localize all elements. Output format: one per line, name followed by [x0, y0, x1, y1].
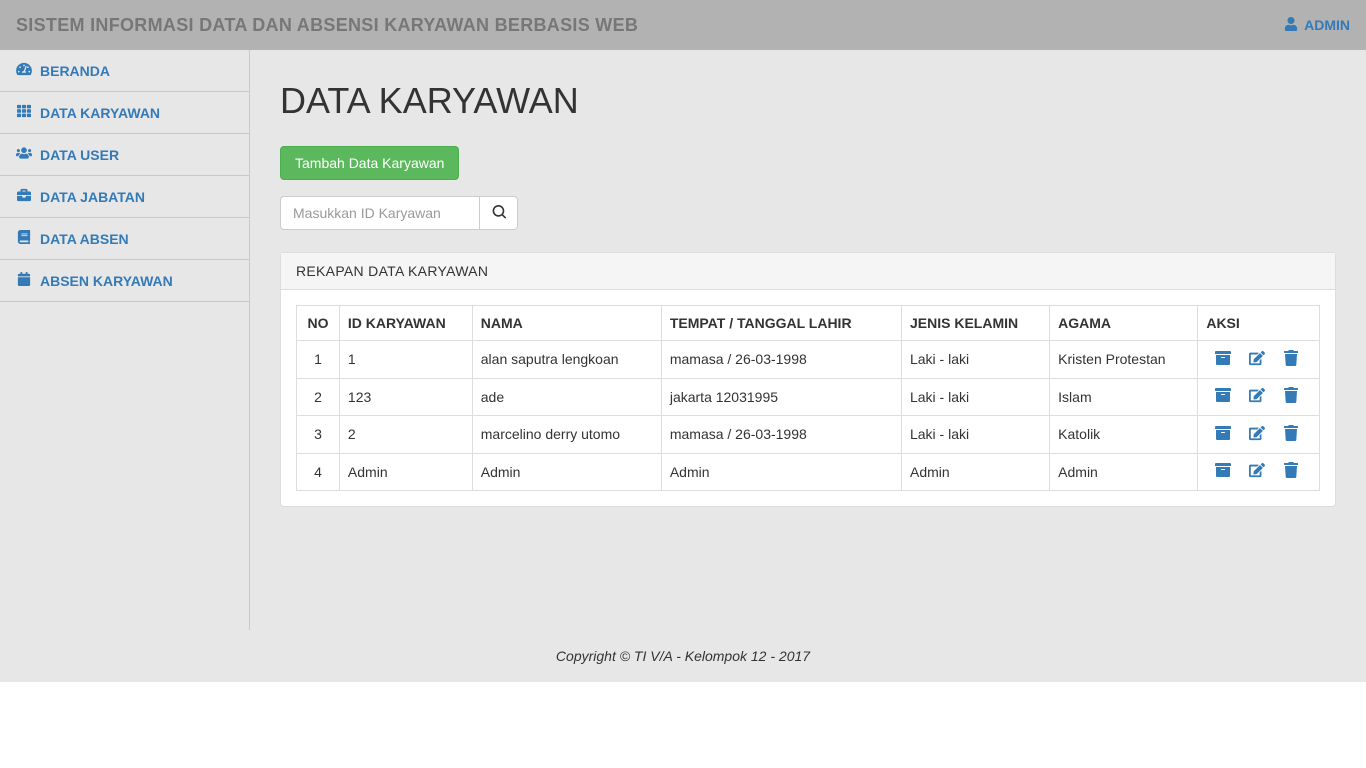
- search-input[interactable]: [280, 196, 480, 230]
- trash-icon: [1283, 425, 1299, 444]
- cell-id: 1: [339, 341, 472, 379]
- cell-ttl: mamasa / 26-03-1998: [661, 341, 901, 379]
- sidebar-item-label: DATA USER: [40, 147, 119, 163]
- cell-jk: Laki - laki: [901, 378, 1049, 416]
- app-title: SISTEM INFORMASI DATA DAN ABSENSI KARYAW…: [16, 15, 638, 36]
- cell-agama: Katolik: [1050, 416, 1198, 454]
- cell-ttl: mamasa / 26-03-1998: [661, 416, 901, 454]
- cell-jk: Laki - laki: [901, 341, 1049, 379]
- cell-nama: marcelino derry utomo: [472, 416, 661, 454]
- cell-nama: alan saputra lengkoan: [472, 341, 661, 379]
- user-icon: [1284, 17, 1298, 34]
- page-title: DATA KARYAWAN: [280, 80, 1336, 122]
- briefcase-icon: [16, 188, 32, 205]
- sidebar-item-data-jabatan[interactable]: DATA JABATAN: [0, 176, 249, 218]
- book-icon: [16, 230, 32, 247]
- panel-title: REKAPAN DATA KARYAWAN: [281, 253, 1335, 290]
- delete-button[interactable]: [1282, 463, 1300, 481]
- cell-no: 2: [297, 378, 340, 416]
- cell-actions: [1198, 341, 1320, 379]
- archive-icon: [1215, 462, 1231, 481]
- col-id: ID KARYAWAN: [339, 306, 472, 341]
- col-no: NO: [297, 306, 340, 341]
- cell-ttl: jakarta 12031995: [661, 378, 901, 416]
- sidebar-item-label: BERANDA: [40, 63, 110, 79]
- search-icon: [492, 205, 506, 222]
- delete-button[interactable]: [1282, 350, 1300, 368]
- view-button[interactable]: [1214, 350, 1232, 368]
- table-row: 2123adejakarta 12031995Laki - lakiIslam: [297, 378, 1320, 416]
- th-icon: [16, 104, 32, 121]
- cell-id: 2: [339, 416, 472, 454]
- archive-icon: [1215, 387, 1231, 406]
- cell-id: 123: [339, 378, 472, 416]
- trash-icon: [1283, 350, 1299, 369]
- sidebar-item-label: DATA KARYAWAN: [40, 105, 160, 121]
- edit-icon: [1249, 350, 1265, 369]
- cell-no: 4: [297, 453, 340, 491]
- edit-button[interactable]: [1248, 463, 1266, 481]
- cell-jk: Laki - laki: [901, 416, 1049, 454]
- cell-agama: Admin: [1050, 453, 1198, 491]
- table-row: 11alan saputra lengkoanmamasa / 26-03-19…: [297, 341, 1320, 379]
- cell-agama: Kristen Protestan: [1050, 341, 1198, 379]
- edit-button[interactable]: [1248, 388, 1266, 406]
- col-jk: JENIS KELAMIN: [901, 306, 1049, 341]
- col-ttl: TEMPAT / TANGGAL LAHIR: [661, 306, 901, 341]
- trash-icon: [1283, 387, 1299, 406]
- cell-nama: Admin: [472, 453, 661, 491]
- archive-icon: [1215, 425, 1231, 444]
- view-button[interactable]: [1214, 463, 1232, 481]
- cell-actions: [1198, 378, 1320, 416]
- trash-icon: [1283, 462, 1299, 481]
- calendar-icon: [16, 272, 32, 289]
- user-label: ADMIN: [1304, 17, 1350, 33]
- cell-jk: Admin: [901, 453, 1049, 491]
- cell-ttl: Admin: [661, 453, 901, 491]
- sidebar-item-beranda[interactable]: BERANDA: [0, 50, 249, 92]
- topbar: SISTEM INFORMASI DATA DAN ABSENSI KARYAW…: [0, 0, 1366, 50]
- user-menu[interactable]: ADMIN: [1284, 17, 1350, 34]
- sidebar-item-data-karyawan[interactable]: DATA KARYAWAN: [0, 92, 249, 134]
- table-row: 32marcelino derry utomomamasa / 26-03-19…: [297, 416, 1320, 454]
- col-nama: NAMA: [472, 306, 661, 341]
- sidebar-item-label: ABSEN KARYAWAN: [40, 273, 173, 289]
- col-agama: AGAMA: [1050, 306, 1198, 341]
- employee-table: NO ID KARYAWAN NAMA TEMPAT / TANGGAL LAH…: [296, 305, 1320, 491]
- footer-text: Copyright © TI V/A - Kelompok 12 - 2017: [556, 648, 810, 664]
- sidebar-item-label: DATA ABSEN: [40, 231, 129, 247]
- view-button[interactable]: [1214, 425, 1232, 443]
- search-button[interactable]: [480, 196, 518, 230]
- cell-agama: Islam: [1050, 378, 1198, 416]
- table-row: 4AdminAdminAdminAdminAdmin: [297, 453, 1320, 491]
- edit-icon: [1249, 425, 1265, 444]
- edit-icon: [1249, 462, 1265, 481]
- panel: REKAPAN DATA KARYAWAN NO ID KARYAWAN NAM…: [280, 252, 1336, 507]
- main-content: DATA KARYAWAN Tambah Data Karyawan REKAP…: [250, 50, 1366, 630]
- sidebar-item-data-absen[interactable]: DATA ABSEN: [0, 218, 249, 260]
- sidebar-item-absen-karyawan[interactable]: ABSEN KARYAWAN: [0, 260, 249, 302]
- edit-button[interactable]: [1248, 350, 1266, 368]
- tachometer-icon: [16, 62, 32, 79]
- cell-no: 1: [297, 341, 340, 379]
- cell-id: Admin: [339, 453, 472, 491]
- archive-icon: [1215, 350, 1231, 369]
- edit-button[interactable]: [1248, 425, 1266, 443]
- col-aksi: AKSI: [1198, 306, 1320, 341]
- sidebar-item-label: DATA JABATAN: [40, 189, 145, 205]
- cell-no: 3: [297, 416, 340, 454]
- view-button[interactable]: [1214, 388, 1232, 406]
- cell-actions: [1198, 453, 1320, 491]
- edit-icon: [1249, 387, 1265, 406]
- cell-nama: ade: [472, 378, 661, 416]
- table-header-row: NO ID KARYAWAN NAMA TEMPAT / TANGGAL LAH…: [297, 306, 1320, 341]
- sidebar: BERANDA DATA KARYAWAN DATA USER DATA JAB…: [0, 50, 250, 630]
- delete-button[interactable]: [1282, 425, 1300, 443]
- delete-button[interactable]: [1282, 388, 1300, 406]
- footer: Copyright © TI V/A - Kelompok 12 - 2017: [0, 630, 1366, 682]
- sidebar-item-data-user[interactable]: DATA USER: [0, 134, 249, 176]
- add-employee-button[interactable]: Tambah Data Karyawan: [280, 146, 459, 180]
- cell-actions: [1198, 416, 1320, 454]
- users-icon: [16, 146, 32, 163]
